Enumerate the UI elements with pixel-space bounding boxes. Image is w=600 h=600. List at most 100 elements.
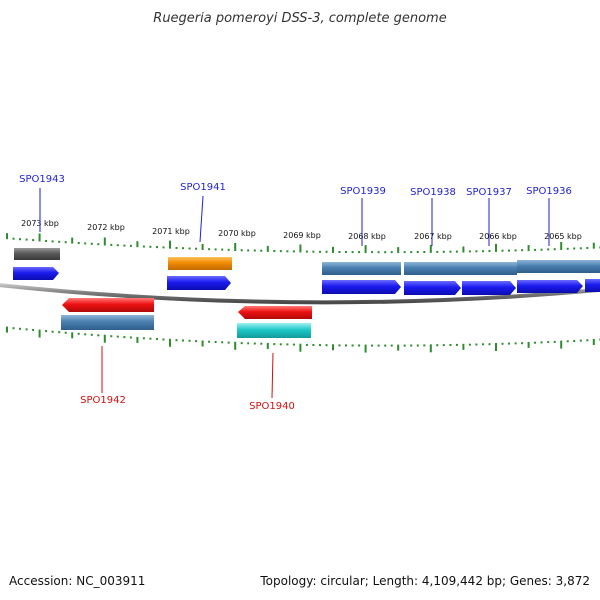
ruler-tick [514, 342, 517, 345]
ruler-tick [234, 243, 237, 251]
ruler-tick [351, 251, 354, 254]
ruler-tick [508, 342, 510, 345]
ruler-tick [273, 250, 276, 252]
ruler-tick [384, 344, 387, 347]
gene-spo1942[interactable] [61, 315, 154, 330]
ruler-tick [129, 244, 132, 247]
ruler-tick [156, 338, 158, 341]
label-spo1936[interactable]: SPO1936 [526, 186, 572, 197]
label-spo1938[interactable]: SPO1938 [410, 187, 456, 198]
ruler-tick [384, 251, 387, 254]
ruler-tick [110, 243, 113, 246]
ruler-tick [6, 233, 8, 240]
gene-spo1941[interactable] [168, 257, 232, 270]
gene-leader-lines [39, 188, 550, 399]
ruler-tick [325, 250, 328, 253]
ruler-tick [84, 333, 87, 336]
ruler-tick [442, 250, 445, 253]
ruler-tick [495, 343, 497, 351]
ruler-tick [332, 344, 334, 351]
ruler-tick [71, 237, 74, 244]
ruler-tick [410, 251, 413, 254]
ruler-tick [149, 337, 152, 340]
ruler-tick [501, 342, 504, 345]
ruler-tick [468, 250, 471, 253]
ruler-tick [345, 344, 347, 347]
ruler-tick [514, 249, 517, 252]
ruler-tick [527, 341, 530, 348]
kbp-label-2072: 2072 kbp [87, 223, 125, 232]
ruler-tick [103, 237, 106, 246]
accession-text: Accession: NC_003911 [9, 574, 146, 588]
label-spo1943[interactable]: SPO1943 [19, 174, 65, 185]
label-spo1941[interactable]: SPO1941 [180, 182, 226, 193]
cds-spo1937[interactable] [462, 281, 516, 295]
ruler-tick [136, 336, 139, 343]
label-spo1939[interactable]: SPO1939 [340, 186, 386, 197]
leader-spo1940 [271, 352, 274, 399]
ruler-tick [560, 340, 563, 349]
kbp-label-2068: 2068 kbp [348, 232, 386, 241]
ruler-tick [221, 248, 224, 251]
cds-spo1943[interactable] [13, 267, 59, 280]
ruler-tick [97, 334, 100, 337]
ruler-tick [208, 248, 211, 251]
kbp-ruler-bottom [6, 326, 600, 353]
genome-backbone [0, 283, 600, 305]
kbp-label-2065: 2065 kbp [544, 232, 582, 241]
ruler-tick [279, 343, 282, 346]
label-spo1937[interactable]: SPO1937 [466, 187, 512, 198]
ruler-tick [436, 344, 439, 347]
ruler-tick [371, 251, 374, 254]
cds-spo1942[interactable] [62, 298, 154, 312]
ruler-tick [292, 250, 295, 253]
cds-spo1936[interactable] [517, 280, 583, 293]
ruler-tick [240, 249, 243, 252]
ruler-tick [566, 340, 569, 343]
cds-offscreen[interactable] [585, 279, 600, 292]
ruler-tick [527, 245, 530, 252]
ruler-tick [25, 238, 28, 241]
ruler-tick [423, 251, 426, 253]
gene-spo1943[interactable] [14, 248, 60, 260]
ruler-tick [182, 247, 184, 250]
cds-spo1940[interactable] [238, 306, 312, 319]
gene-spo1936[interactable] [517, 260, 600, 273]
ruler-tick [495, 243, 497, 252]
ruler-tick [286, 250, 289, 253]
ruler-tick [71, 332, 74, 339]
ruler-tick [455, 343, 458, 346]
kbp-label-2070: 2070 kbp [218, 229, 256, 238]
gene-spo1938-1937[interactable] [404, 262, 517, 275]
cds-spo1941[interactable] [167, 276, 231, 290]
ruler-tick [299, 244, 302, 253]
gene-spo1939[interactable] [322, 262, 401, 275]
ruler-tick [110, 335, 113, 338]
ruler-tick [579, 247, 582, 250]
ruler-tick [214, 248, 217, 251]
label-spo1942[interactable]: SPO1942 [80, 395, 126, 406]
ruler-tick [142, 337, 145, 340]
cds-spo1938[interactable] [404, 281, 461, 295]
ruler-tick [319, 344, 321, 347]
cds-spo1939[interactable] [322, 280, 401, 294]
gene-spo1940[interactable] [237, 323, 311, 338]
ruler-tick [299, 343, 302, 352]
ruler-tick [358, 251, 361, 254]
ruler-tick [129, 336, 132, 339]
ruler-tick [123, 336, 126, 339]
ruler-tick [371, 344, 374, 347]
ruler-tick [410, 344, 413, 347]
ruler-tick [390, 251, 393, 254]
ruler-tick [338, 251, 341, 253]
label-spo1940[interactable]: SPO1940 [249, 401, 295, 412]
ruler-tick [390, 344, 393, 347]
ruler-tick [64, 331, 67, 334]
ruler-tick [247, 249, 250, 252]
ruler-tick [332, 246, 334, 253]
ruler-tick [547, 248, 550, 251]
kbp-label-2066: 2066 kbp [479, 232, 517, 241]
ruler-tick [25, 328, 28, 331]
ruler-tick [579, 339, 582, 342]
ruler-tick [38, 233, 41, 242]
